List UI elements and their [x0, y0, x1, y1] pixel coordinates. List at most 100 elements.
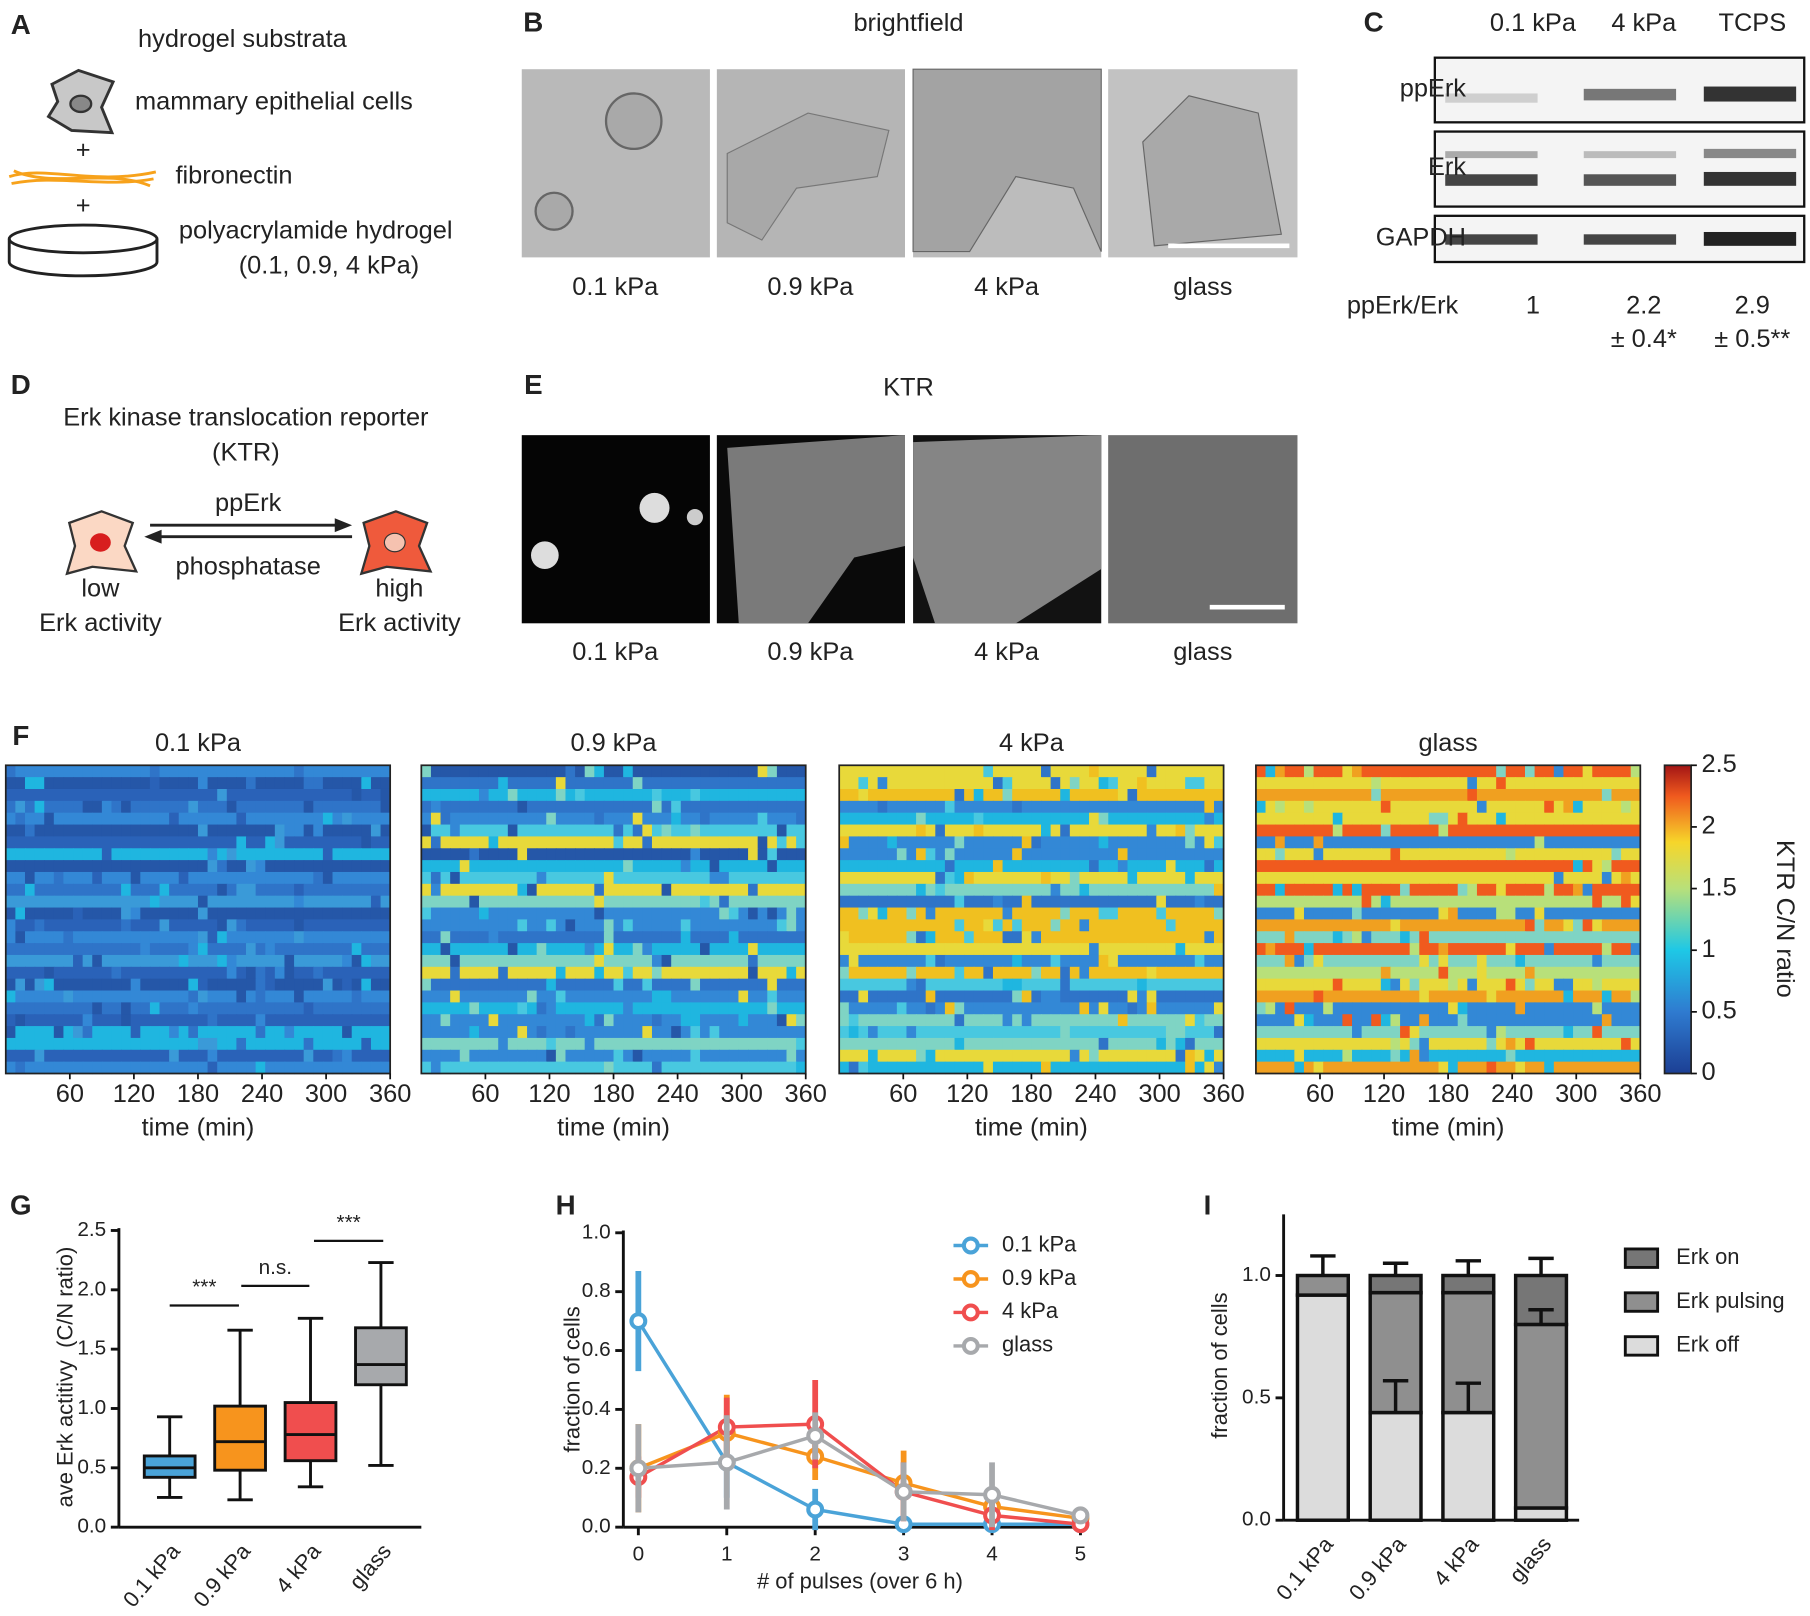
heat-cell	[1147, 979, 1157, 992]
heat-cell	[926, 825, 936, 838]
heat-cell	[652, 931, 662, 944]
heat-cell	[469, 955, 479, 968]
heat-cell	[160, 789, 170, 802]
heat-cell	[246, 908, 256, 921]
heat-cell	[1381, 872, 1391, 885]
heat-cell	[121, 919, 131, 932]
heat-cell	[671, 801, 681, 814]
heat-cell	[198, 813, 208, 826]
heat-cell	[450, 1050, 460, 1063]
heat-cell	[935, 931, 945, 944]
heat-cell	[1176, 1062, 1186, 1075]
heat-cell	[1362, 1050, 1372, 1063]
heat-cell	[993, 896, 1003, 909]
x-tick-label: glass	[344, 1539, 396, 1594]
heat-cell	[585, 872, 595, 885]
heat-cell	[102, 967, 112, 980]
heat-cell	[1099, 789, 1109, 802]
heat-cell	[1400, 1050, 1410, 1063]
heat-cell	[758, 801, 768, 814]
heat-cell	[1266, 955, 1276, 968]
heat-cell	[594, 1062, 604, 1075]
heat-cell	[887, 931, 897, 944]
heat-cell	[35, 908, 45, 921]
heat-cell	[955, 943, 965, 956]
heat-cell	[121, 1038, 131, 1051]
heat-cell	[1429, 765, 1439, 778]
heat-cell	[662, 765, 672, 778]
heat-cell	[35, 967, 45, 980]
heat-cell	[1515, 1050, 1525, 1063]
x-tick-label: 300	[305, 1080, 347, 1108]
heat-cell	[993, 884, 1003, 897]
heat-cell	[546, 872, 556, 885]
heat-cell	[1573, 765, 1583, 778]
heat-cell	[935, 765, 945, 778]
heat-cell	[371, 979, 381, 992]
y-tick-label: 0.8	[582, 1279, 611, 1302]
heat-cell	[160, 836, 170, 849]
heat-cell	[1108, 884, 1118, 897]
heat-cell	[1156, 1038, 1166, 1051]
heat-cell	[131, 825, 141, 838]
heat-cell	[614, 860, 624, 873]
heat-cell	[671, 860, 681, 873]
heat-cell	[83, 860, 93, 873]
heat-cell	[1371, 967, 1381, 980]
heat-cell	[1352, 1026, 1362, 1039]
heat-cell	[73, 789, 83, 802]
x-tick-label: 360	[785, 1080, 827, 1108]
heat-cell	[1108, 943, 1118, 956]
heat-cell	[1275, 1014, 1285, 1027]
heat-cell	[1419, 908, 1429, 921]
heat-cell	[1544, 848, 1554, 861]
heat-cell	[323, 931, 333, 944]
heat-cell	[1573, 1038, 1583, 1051]
heat-cell	[1118, 836, 1128, 849]
heat-cell	[1439, 848, 1449, 861]
heat-cell	[469, 943, 479, 956]
heat-cell	[556, 1026, 566, 1039]
heat-cell	[935, 1050, 945, 1063]
heat-cell	[1031, 967, 1041, 980]
heat-cell	[858, 931, 868, 944]
heat-cell	[1176, 1038, 1186, 1051]
heat-cell	[517, 884, 527, 897]
heat-cell	[906, 872, 916, 885]
heat-cell	[1185, 943, 1195, 956]
heat-cell	[974, 825, 984, 838]
heat-cell	[1429, 1026, 1439, 1039]
heat-cell	[431, 765, 441, 778]
heat-cell	[1515, 813, 1525, 826]
heat-cell	[1294, 931, 1304, 944]
heat-cell	[265, 836, 275, 849]
heat-cell	[1429, 979, 1439, 992]
heat-cell	[1118, 813, 1128, 826]
heat-cell	[1477, 1050, 1487, 1063]
heat-cell	[974, 919, 984, 932]
heat-cell	[1285, 896, 1295, 909]
heat-cell	[681, 1002, 691, 1015]
heat-cell	[1147, 789, 1157, 802]
heat-cell	[1352, 1014, 1362, 1027]
heat-cell	[1256, 860, 1266, 873]
heat-cell	[1477, 896, 1487, 909]
heat-cell	[1304, 1002, 1314, 1015]
heat-cell	[710, 955, 720, 968]
heat-cell	[839, 789, 849, 802]
heat-cell	[208, 825, 218, 838]
heat-cell	[623, 943, 633, 956]
heat-cell	[102, 836, 112, 849]
heat-cell	[1022, 848, 1032, 861]
heat-cell	[556, 896, 566, 909]
significance-label: ***	[192, 1276, 216, 1299]
heat-cell	[1592, 872, 1602, 885]
heat-cell	[304, 943, 314, 956]
heat-cell	[623, 860, 633, 873]
heat-cell	[604, 777, 614, 790]
heat-cell	[710, 931, 720, 944]
heat-cell	[1573, 825, 1583, 838]
heat-cell	[1554, 777, 1564, 790]
heat-cell	[681, 789, 691, 802]
heat-cell	[955, 789, 965, 802]
